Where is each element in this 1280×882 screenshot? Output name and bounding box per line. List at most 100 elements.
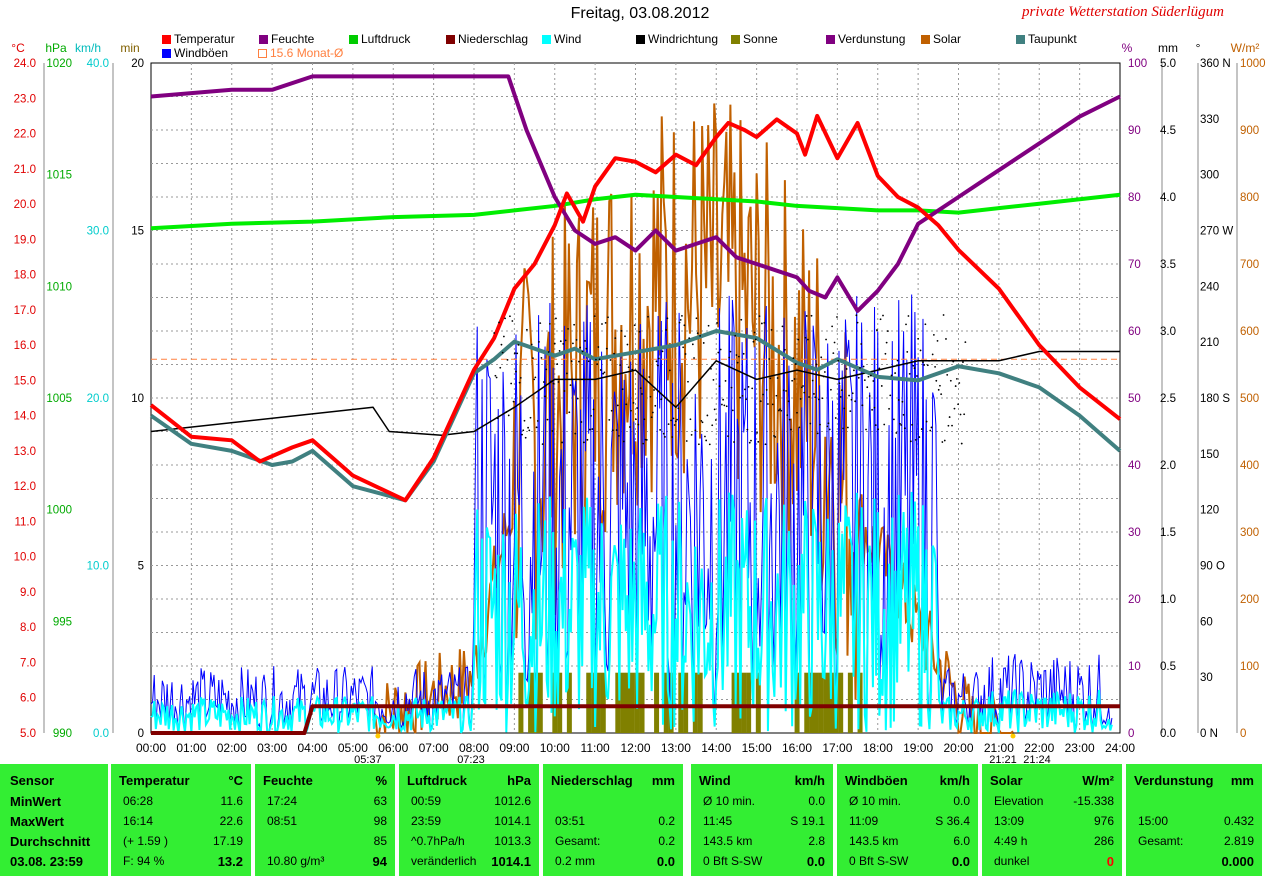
sunshine-bar (746, 672, 752, 733)
windrichtung-dot (741, 394, 744, 397)
windrichtung-dot (867, 375, 870, 378)
windrichtung-dot (902, 413, 905, 416)
windrichtung-dot (551, 430, 554, 432)
tick-deg: 90 O (1200, 561, 1225, 573)
windrichtung-dot (759, 400, 762, 403)
windrichtung-dot (843, 407, 846, 410)
panel-cell-value: 11.6 (220, 794, 243, 808)
windrichtung-dot (597, 346, 600, 348)
windrichtung-dot (648, 376, 651, 378)
windrichtung-dot (601, 323, 603, 325)
windrichtung-dot (534, 376, 537, 379)
windrichtung-dot (627, 366, 630, 369)
windrichtung-dot (729, 350, 732, 353)
windrichtung-dot (593, 315, 596, 318)
panel-header: Solar (990, 773, 1023, 788)
panel-header: Windböen (845, 773, 908, 788)
windrichtung-dot (874, 424, 877, 427)
windrichtung-dot (794, 363, 797, 365)
windrichtung-dot (614, 337, 617, 340)
tick-deg: 30 (1200, 672, 1213, 684)
windrichtung-dot (624, 335, 626, 338)
windrichtung-dot (535, 426, 538, 429)
tick-wm2: 700 (1240, 259, 1259, 271)
panel-cell-value: 0 (1106, 854, 1114, 869)
panel-cell-label: Gesamt: (555, 834, 601, 848)
windrichtung-dot (559, 340, 562, 343)
windrichtung-dot (762, 393, 764, 396)
windrichtung-dot (871, 408, 873, 411)
panel-cell-label: F: 94 % (123, 854, 165, 868)
panel-cell-label: 11:09 (849, 814, 879, 828)
windrichtung-dot (779, 408, 781, 411)
windrichtung-dot (609, 359, 612, 361)
tick-pct: 10 (1128, 661, 1141, 673)
windrichtung-dot (567, 328, 569, 330)
windrichtung-dot (533, 378, 536, 381)
windrichtung-dot (569, 384, 572, 387)
windrichtung-dot (679, 318, 682, 321)
windrichtung-dot (851, 392, 854, 395)
windrichtung-dot (604, 321, 607, 324)
tick-time: 14:00 (701, 741, 731, 755)
panel-unit: km/h (794, 773, 825, 788)
windrichtung-dot (791, 379, 794, 382)
tick-kmh: 20.0 (87, 393, 109, 405)
windrichtung-dot (808, 396, 811, 398)
windrichtung-dot (823, 371, 826, 373)
windrichtung-dot (817, 398, 820, 401)
tick-temp: 22.0 (14, 129, 36, 141)
windrichtung-dot (909, 440, 912, 443)
windrichtung-dot (506, 358, 509, 361)
windrichtung-dot (527, 426, 530, 429)
panel-cell-value: -15.338 (1073, 794, 1114, 808)
windrichtung-dot (710, 367, 712, 370)
windrichtung-dot (633, 324, 636, 327)
windrichtung-dot (924, 323, 927, 326)
windrichtung-dot (592, 408, 595, 411)
tick-pct: 70 (1128, 259, 1141, 271)
windrichtung-dot (515, 370, 517, 373)
windrichtung-dot (863, 379, 866, 381)
series-taupunkt (149, 329, 1122, 503)
tick-temp: 20.0 (14, 199, 36, 211)
windrichtung-dot (530, 343, 533, 346)
windrichtung-dot (631, 368, 634, 371)
tick-min: 0 (138, 728, 144, 740)
windrichtung-dot (649, 395, 652, 398)
windrichtung-dot (521, 433, 523, 436)
windrichtung-dot (544, 395, 546, 398)
sun-marker-dot (375, 733, 381, 739)
panel-cell-value: 0.0 (951, 854, 970, 869)
tick-time: 01:00 (176, 741, 206, 755)
windrichtung-dot (602, 372, 605, 375)
windrichtung-dot (701, 421, 704, 424)
tick-time: 21:00 (984, 741, 1014, 755)
sunshine-bar (697, 672, 703, 733)
windrichtung-dot (632, 401, 635, 404)
windrichtung-dot (763, 321, 766, 324)
tick-time: 03:00 (257, 741, 287, 755)
windrichtung-dot (872, 380, 875, 382)
windrichtung-dot (502, 335, 505, 338)
windrichtung-dot (542, 381, 545, 383)
windrichtung-dot (510, 382, 513, 385)
panel-cell-value: 0.0 (953, 794, 970, 808)
windrichtung-dot (553, 342, 556, 345)
windrichtung-dot (777, 409, 780, 412)
sunshine-bar (828, 672, 834, 733)
windrichtung-dot (879, 318, 882, 321)
windrichtung-dot (753, 331, 756, 334)
windrichtung-dot (683, 324, 686, 327)
legend-label: Niederschlag (458, 32, 529, 46)
tick-min: 5 (138, 561, 144, 573)
tick-temp: 16.0 (14, 340, 36, 352)
panel-header: Temperatur (119, 773, 190, 788)
panel-cell-label: 11:45 (703, 814, 733, 828)
windrichtung-dot (573, 323, 576, 326)
tick-deg: 270 W (1200, 226, 1233, 238)
panel-cell-value: 286 (1093, 834, 1114, 848)
windrichtung-dot (853, 369, 855, 372)
tick-kmh: 30.0 (87, 226, 109, 238)
windrichtung-dot (595, 358, 597, 361)
